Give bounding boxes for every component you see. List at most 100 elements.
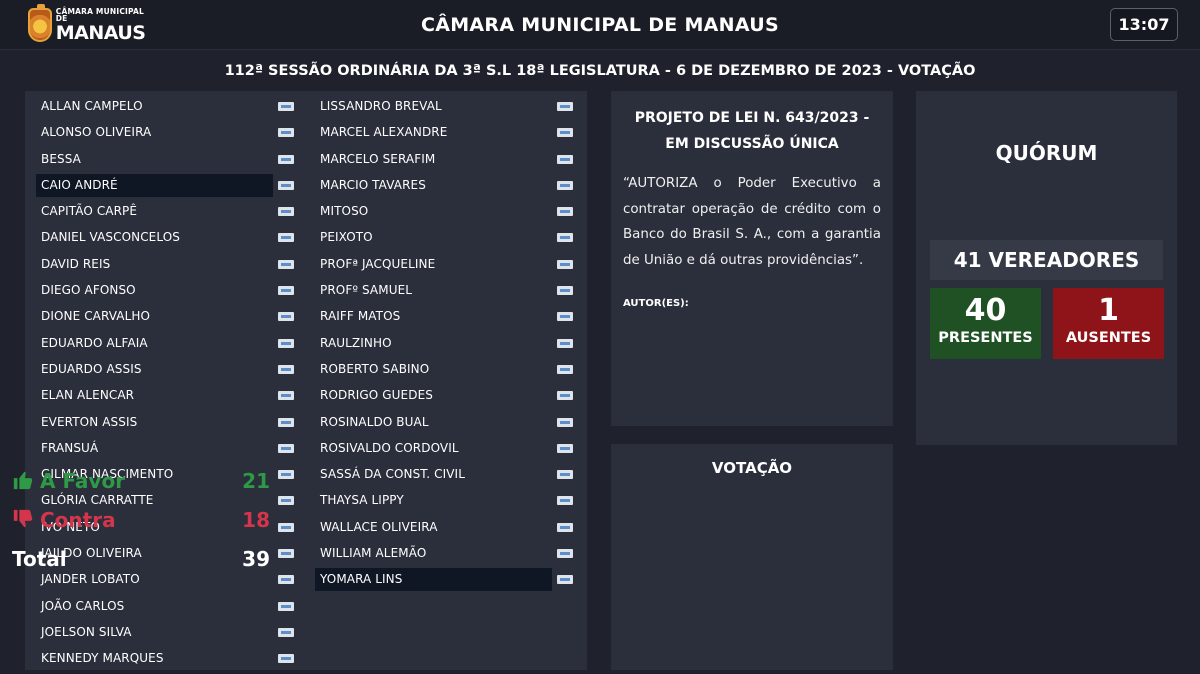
logo-caption: CÂMARA MUNICIPAL DE [55,6,145,23]
councillor-row: DIEGO AFONSO [36,279,296,302]
councillor-row: WALLACE OLIVEIRA [315,516,575,539]
session-title: 112ª SESSÃO ORDINÁRIA DA 3ª S.L 18ª LEGI… [224,63,976,79]
party-logo-icon [557,128,573,138]
vote-total-row: Total 39 [12,545,270,573]
party-logo-icon [557,549,573,559]
party-logo-icon [557,364,573,374]
councillor-row: ALONSO OLIVEIRA [36,121,296,144]
councillor-name: CAIO ANDRÉ [36,173,273,197]
councillor-name: JOÃO CARLOS [41,598,125,613]
logo-wordmark: MANAUS [55,21,146,44]
absent-box: 1 AUSENTES [1053,288,1164,359]
party-logo-icon [557,102,573,111]
party-logo-icon [557,470,573,480]
party-logo-icon [557,338,573,348]
party-logo-icon [557,391,573,401]
party-logo-icon [278,601,294,611]
party-logo-icon [278,417,294,427]
councillor-name: SASSÁ DA CONST. CIVIL [320,467,465,482]
councillor-row: MARCIO TAVARES [315,174,575,197]
councillor-name: DIONE CARVALHO [41,309,151,324]
councillor-row: MITOSO [315,200,575,223]
councillor-row: YOMARA LINS [315,568,575,592]
councillor-row: PROFº SAMUEL [315,279,575,302]
councillor-name: LISSANDRO BREVAL [320,99,442,113]
party-logo-icon [557,496,573,506]
councillors-column-a: ALLAN CAMPELO ALONSO OLIVEIRA BESSA CAIO AN… [36,95,296,674]
councillor-row: RODRIGO GUEDES [315,384,575,407]
councillor-name: PROFª JACQUELINE [320,256,436,271]
vote-contra-count: 18 [242,508,270,532]
councillor-name: RAULZINHO [320,335,392,350]
councillor-row: ELAN ALENCAR [36,384,296,407]
coat-of-arms-icon [28,4,52,42]
party-logo-icon [278,180,294,190]
present-count: 40 [964,293,1007,328]
party-logo-icon [278,496,294,506]
councillor-name: EDUARDO ASSIS [41,361,142,376]
councillors-panel: ALLAN CAMPELO ALONSO OLIVEIRA BESSA CAIO AN… [25,91,587,670]
councillor-name: ROSIVALDO CORDOVIL [320,440,459,455]
party-logo-icon [278,102,294,111]
party-logo-icon [278,470,294,480]
party-logo-icon [278,443,294,453]
absent-label: AUSENTES [1065,330,1152,346]
councillor-row: MARCELO SERAFIM [315,148,575,171]
quorum-title: QUÓRUM [995,141,1098,165]
party-logo-icon [278,654,294,664]
councillor-row: GLÓRIA CARRATTE [36,489,296,512]
councillor-row: DIONE CARVALHO [36,305,296,328]
councillor-row: ALLAN CAMPELO [36,95,296,118]
councillor-name: RAIFF MATOS [320,309,401,324]
bill-panel: PROJETO DE LEI N. 643/2023 - EM DISCUSSÃ… [611,91,893,426]
party-logo-icon [278,549,294,559]
councillor-name: EDUARDO ALFAIA [41,335,148,350]
councillor-name: MARCEL ALEXANDRE [320,125,448,140]
councillor-name: WILLIAM ALEMÃO [320,546,427,561]
vote-total-label: Total [12,547,67,571]
councillor-row: PEIXOTO [315,226,575,249]
party-logo-icon [557,154,573,164]
party-logo-icon [278,338,294,348]
councillor-name: MARCELO SERAFIM [320,151,436,166]
councillor-row: SASSÁ DA CONST. CIVIL [315,463,575,486]
councillor-row: PROFª JACQUELINE [315,253,575,276]
councillor-row: GILMAR NASCIMENTO [36,463,296,486]
councillor-name: DANIEL VASCONCELOS [41,230,180,245]
councillor-row: ROBERTO SABINO [315,358,575,381]
party-logo-icon [278,391,294,401]
party-logo-icon [278,312,294,322]
councillor-name: FRANSUÁ [41,440,99,455]
vote-total-count: 39 [242,547,270,571]
councillor-name: KENNEDY MARQUES [41,651,164,666]
councillor-name: EVERTON ASSIS [41,414,138,429]
councillor-row: JOÃO CARLOS [36,595,296,618]
councillor-row: RAIFF MATOS [315,305,575,328]
party-logo-icon [278,154,294,164]
camara-logo: CÂMARA MUNICIPAL DE MANAUS [28,4,148,44]
vote-contra-label: Contra [40,508,116,532]
councillor-name: RODRIGO GUEDES [320,388,433,403]
party-logo-icon [278,627,294,637]
party-logo-icon [557,443,573,453]
councillor-name: MARCIO TAVARES [320,177,426,192]
councillor-row: BESSA [36,148,296,171]
councillor-name: CAPITÃO CARPÊ [41,204,138,219]
councillor-name: ALONSO OLIVEIRA [41,125,152,140]
councillor-row: CAPITÃO CARPÊ [36,200,296,223]
councillor-row: KENNEDY MARQUES [36,647,296,670]
councillor-name: WALLACE OLIVEIRA [320,519,438,534]
councillor-name: MITOSO [320,204,369,219]
councillor-row: WILLIAM ALEMÃO [315,542,575,565]
party-logo-icon [278,575,294,585]
councillor-name: PROFº SAMUEL [320,283,413,298]
councillor-row: THAYSA LIPPY [315,489,575,512]
party-logo-icon [557,312,573,322]
voting-panel: VOTAÇÃO [611,444,893,670]
councillor-name: ELAN ALENCAR [41,388,135,403]
councillor-name: DAVID REIS [41,256,111,271]
party-logo-icon [557,417,573,427]
quorum-panel: QUÓRUM 41 VEREADORES 40 PRESENTES 1 AUSE… [916,91,1177,445]
councillor-name: THAYSA LIPPY [320,493,404,508]
councillor-name: PEIXOTO [320,230,373,245]
